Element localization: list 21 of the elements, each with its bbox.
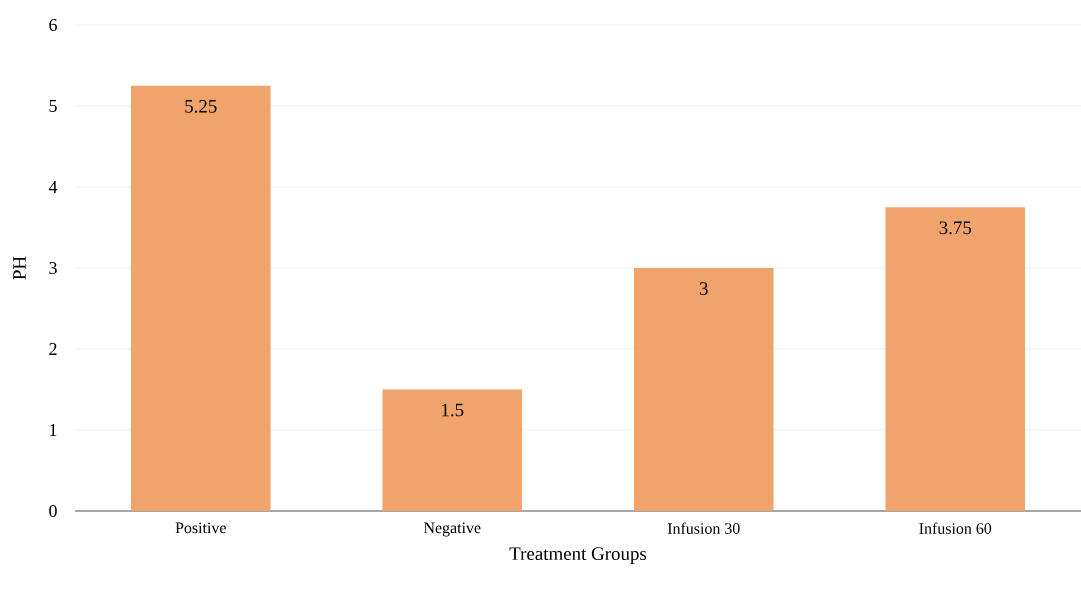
data-label: 3.75 (939, 221, 972, 235)
y-tick-label: 3 (49, 261, 57, 275)
y-tick-label: 0 (49, 504, 57, 518)
y-tick-label: 2 (49, 343, 57, 355)
y-tick-label: 6 (49, 18, 57, 32)
y-tick-label: 1 (50, 424, 57, 436)
y-axis-title: PH (13, 256, 26, 280)
data-label: 3 (699, 282, 708, 295)
data-label: 5.25 (185, 99, 217, 113)
x-tick-label: Negative (423, 522, 481, 537)
x-tick-label: Infusion 60 (919, 522, 992, 534)
bar (382, 389, 523, 511)
x-axis-title: Treatment Groups (509, 547, 647, 564)
y-tick-label: 4 (48, 181, 58, 193)
bar (885, 207, 1026, 511)
data-label: 1.5 (442, 403, 464, 417)
x-tick-label: Positive (175, 522, 226, 534)
bar (130, 85, 271, 511)
y-tick-label: 5 (49, 100, 57, 112)
bar (633, 267, 774, 511)
x-tick-label: Infusion 30 (667, 522, 740, 534)
